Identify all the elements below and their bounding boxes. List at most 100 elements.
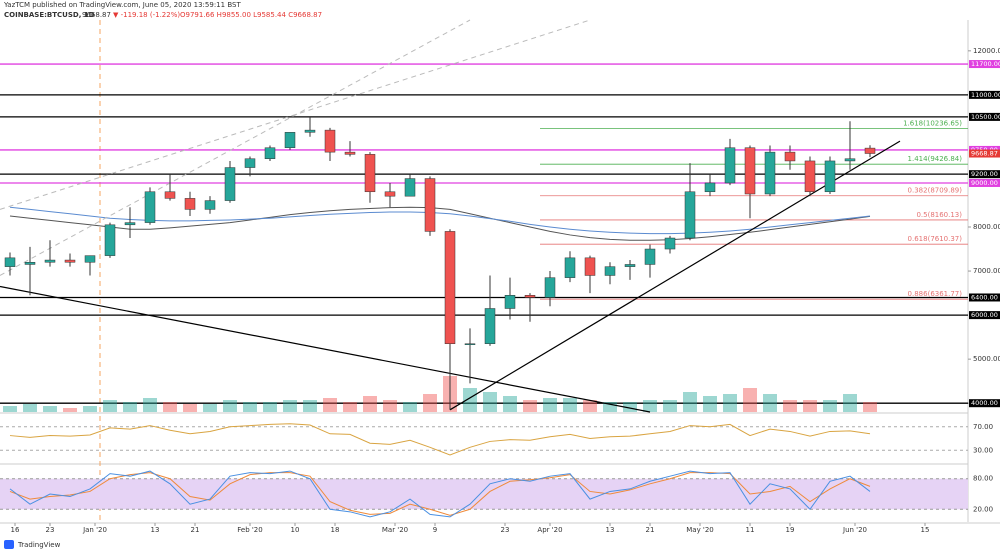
volume-bar xyxy=(823,400,837,412)
volume-bar xyxy=(463,388,477,412)
volume-bar xyxy=(563,398,577,412)
volume-bar xyxy=(263,402,277,412)
volume-bar xyxy=(303,400,317,412)
candle-body xyxy=(744,147,756,195)
y-tick-label: 7000.00 xyxy=(973,267,1000,275)
level-tag-label: 9200.00 xyxy=(971,170,998,178)
x-tick-label: Feb '20 xyxy=(237,526,262,534)
volume-bar xyxy=(103,400,117,412)
x-tick-label: Jun '20 xyxy=(842,526,867,534)
volume-bar xyxy=(403,402,417,412)
candle-body xyxy=(364,154,376,193)
volume-bar xyxy=(3,406,17,412)
volume-bar xyxy=(723,394,737,412)
candle-body xyxy=(164,191,176,199)
candle-body xyxy=(704,182,716,193)
volume-bar xyxy=(843,394,857,412)
y-tick-label: 5000.00 xyxy=(973,355,1000,363)
volume-bar xyxy=(683,392,697,412)
candle-body xyxy=(64,259,76,263)
x-tick-label: Apr '20 xyxy=(537,526,562,534)
y-tick-label: 12000.00 xyxy=(973,47,1000,55)
logo xyxy=(4,540,14,549)
candle-body xyxy=(44,259,56,263)
trendline xyxy=(0,19,471,276)
fib-label: 1.618(10236.65) xyxy=(903,119,962,127)
volume-bar xyxy=(223,400,237,412)
volume-bar xyxy=(83,406,97,412)
x-tick-label: 23 xyxy=(46,526,55,534)
level-tag-label: 11700.00 xyxy=(971,60,1000,68)
volume-bar xyxy=(143,398,157,412)
candle-body xyxy=(804,160,816,193)
candle-body xyxy=(304,129,316,133)
x-tick-label: 9 xyxy=(433,526,437,534)
level-tag-label: 4000.00 xyxy=(971,399,998,407)
candle-body xyxy=(4,257,16,267)
level-tag-label: 10500.00 xyxy=(971,113,1000,121)
candle-body xyxy=(524,295,536,298)
candle-body xyxy=(224,167,236,201)
level-tag-label: 11000.00 xyxy=(971,91,1000,99)
level-tag xyxy=(969,178,1000,187)
x-tick-label: 10 xyxy=(291,526,300,534)
x-tick-label: 16 xyxy=(11,526,20,534)
candle-body xyxy=(664,237,676,250)
stoch-band xyxy=(0,478,968,510)
x-tick-label: 21 xyxy=(191,526,200,534)
volume-bar xyxy=(523,400,537,412)
volume-bar xyxy=(23,404,37,412)
volume-bar xyxy=(543,398,557,412)
volume-bar xyxy=(603,402,617,412)
x-tick-label: Jan '20 xyxy=(82,526,107,534)
x-tick-label: May '20 xyxy=(686,526,714,534)
volume-bar xyxy=(383,400,397,412)
volume-bar xyxy=(283,400,297,412)
volume-bar xyxy=(43,406,57,412)
candle-body xyxy=(864,147,876,154)
x-tick-label: 13 xyxy=(606,526,615,534)
volume-bar xyxy=(123,402,137,412)
volume-bar xyxy=(763,394,777,412)
volume-bar xyxy=(503,396,517,412)
last-price: 9668.87 xyxy=(82,11,111,19)
candle-body xyxy=(824,160,836,193)
last-price-tag xyxy=(969,149,1000,158)
candle-body xyxy=(144,191,156,223)
volume-bar xyxy=(423,394,437,412)
candle-body xyxy=(184,198,196,210)
last-price-tag-label: 9668.87 xyxy=(971,150,998,158)
candle-body xyxy=(484,308,496,344)
candle-body xyxy=(284,132,296,148)
volume-bar xyxy=(623,402,637,412)
stoch-tick-label: 20.00 xyxy=(973,505,993,513)
moving-average xyxy=(9,206,871,241)
candle-body xyxy=(624,264,636,267)
level-tag xyxy=(969,293,1000,302)
x-tick-label: 21 xyxy=(646,526,655,534)
candle-body xyxy=(424,178,436,232)
volume-bar xyxy=(783,400,797,412)
candle-body xyxy=(684,191,696,239)
candle-body xyxy=(124,222,136,226)
candle-body xyxy=(204,200,216,210)
ohlc: O9791.66 H9855.00 L9585.44 C9668.87 xyxy=(180,11,322,19)
candle-body xyxy=(444,231,456,344)
x-tick-label: Mar '20 xyxy=(382,526,408,534)
candle-body xyxy=(404,178,416,197)
x-tick-label: 11 xyxy=(746,526,755,534)
candle-body xyxy=(544,277,556,298)
y-tick-label: 8000.00 xyxy=(973,223,1000,231)
candle-body xyxy=(84,255,96,263)
level-tag xyxy=(969,112,1000,121)
level-tag xyxy=(969,399,1000,408)
fib-label: 1.414(9426.84) xyxy=(908,155,963,163)
level-tag-label: 9000.00 xyxy=(971,179,998,187)
level-tag-label: 6400.00 xyxy=(971,293,998,301)
volume-bar xyxy=(343,402,357,412)
volume-bar xyxy=(323,398,337,412)
level-tag xyxy=(969,170,1000,179)
candle-body xyxy=(644,248,656,265)
publisher: YazTCM published on TradingView.com, Jun… xyxy=(3,1,241,9)
